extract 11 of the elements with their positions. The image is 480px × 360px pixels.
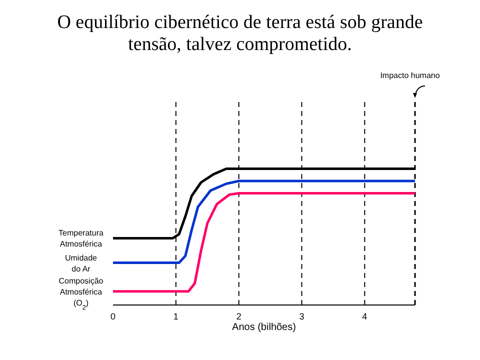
x-tick-label: 3 [299, 311, 304, 322]
x-tick-label: 4 [362, 311, 368, 322]
series-label: Composição Atmosférica (O$_{2}$) [58, 276, 104, 311]
ref-line-label: Impacto humano [380, 71, 440, 80]
x-axis-title: Anos (bilhões) [232, 322, 296, 333]
series-label: Temperatura Atmosférica [58, 228, 104, 249]
x-tick-label: 0 [110, 311, 116, 322]
x-tick-label: 2 [236, 311, 242, 322]
x-tick-label: 1 [173, 311, 178, 322]
chart-title: O equilíbrio cibernético de terra está sob grande tensão, talvez comprometido. [56, 12, 424, 56]
series-label: Umidade do Ar [64, 253, 98, 274]
